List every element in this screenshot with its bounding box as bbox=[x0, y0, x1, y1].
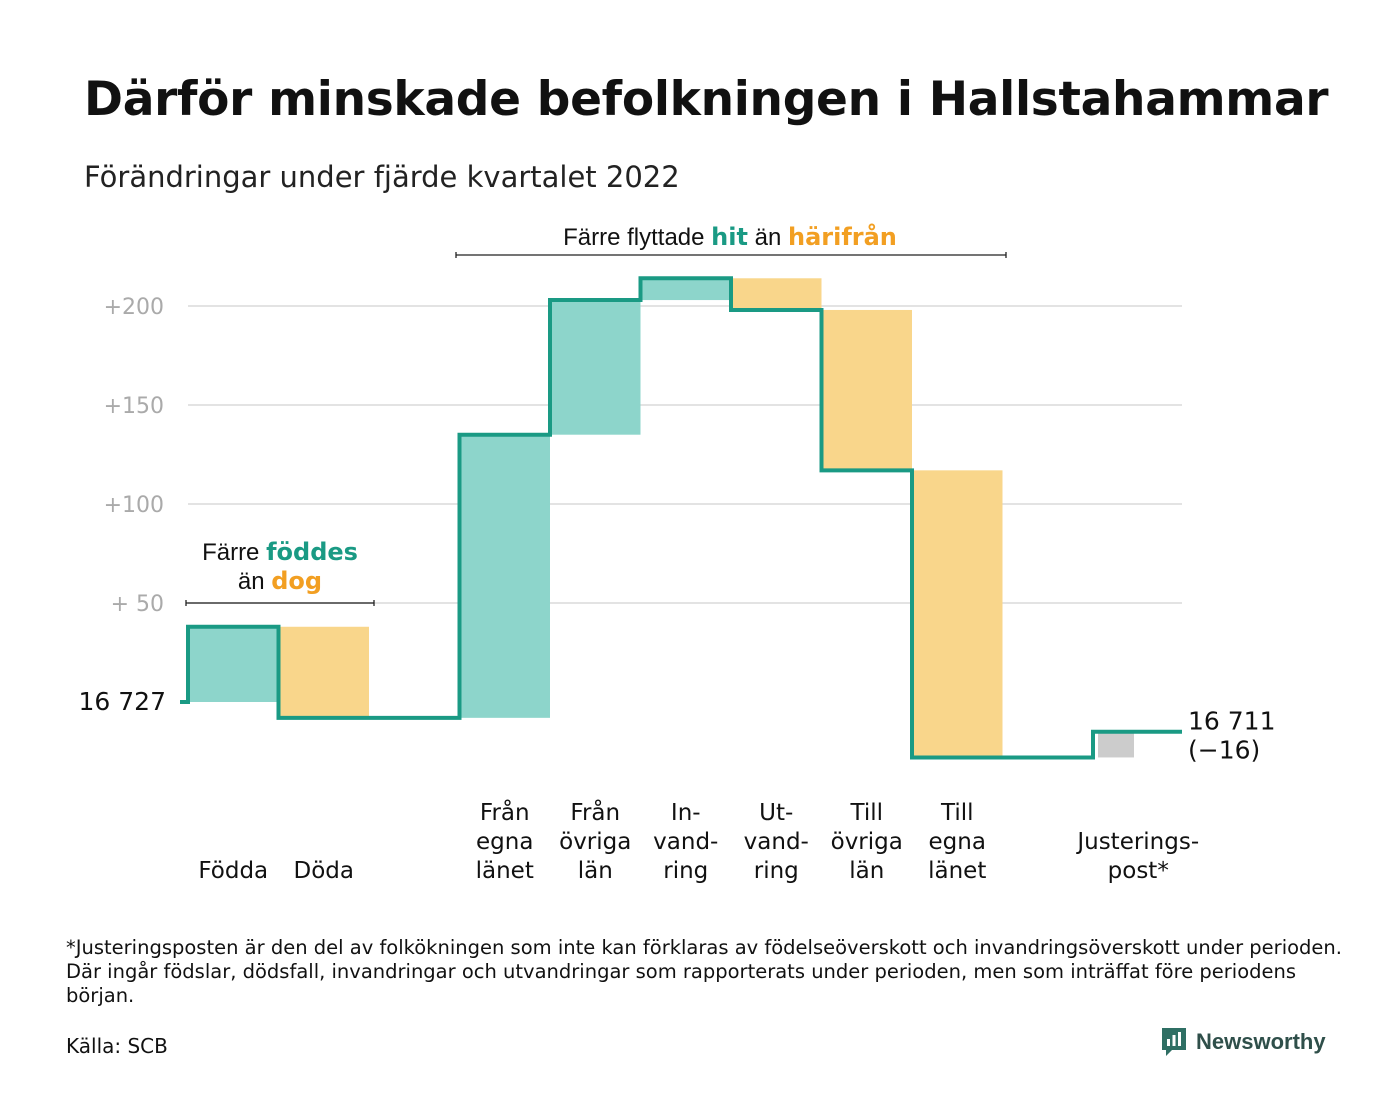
bar-increase bbox=[550, 300, 641, 435]
x-category-label: länet bbox=[476, 858, 534, 884]
annotation-births-deaths-line1: Färre föddes bbox=[202, 538, 358, 566]
x-category-label: vand- bbox=[744, 829, 809, 855]
waterfall-chart: +200 +150 +100 + 50 16 727 16 711(−16) Födda Dö… bbox=[79, 222, 1276, 884]
bar-increase bbox=[459, 434, 550, 718]
x-category-label: ring bbox=[663, 858, 708, 884]
bar-decrease bbox=[278, 626, 369, 718]
bar-decrease bbox=[731, 278, 822, 310]
y-tick-label: + 50 bbox=[111, 592, 164, 617]
x-category-label: Födda bbox=[198, 858, 268, 884]
brand-logo: Newsworthy bbox=[1160, 1026, 1326, 1058]
bar-increase bbox=[188, 626, 279, 702]
y-tick-label: +200 bbox=[104, 295, 164, 320]
bar-decrease bbox=[821, 309, 912, 471]
x-category-label: länet bbox=[928, 858, 986, 884]
chart-subtitle: Förändringar under fjärde kvartalet 2022 bbox=[84, 160, 680, 194]
annotation-migration: Färre flyttade hit än härifrån bbox=[563, 222, 897, 251]
bar-increase bbox=[640, 278, 731, 301]
newsworthy-logo-icon bbox=[1162, 1028, 1186, 1056]
x-category-label: Till bbox=[940, 800, 974, 826]
bar-adjustment bbox=[1098, 731, 1134, 758]
chart-title: Därför minskade befolkningen i Hallstaha… bbox=[84, 72, 1329, 127]
end-change-label: (−16) bbox=[1188, 736, 1260, 765]
footnote: *Justeringsposten är den del av folkökni… bbox=[66, 936, 1342, 1007]
x-category-label: In- bbox=[671, 800, 701, 826]
x-category-label: övriga bbox=[559, 829, 631, 855]
start-value-label: 16 727 bbox=[79, 687, 166, 716]
x-category-label: egna bbox=[929, 829, 986, 855]
end-value-label: 16 711 bbox=[1188, 707, 1275, 736]
y-tick-label: +100 bbox=[104, 493, 164, 518]
x-category-label: ring bbox=[754, 858, 799, 884]
annotation-births-deaths-line2: än dog bbox=[238, 567, 322, 595]
y-tick-label: +150 bbox=[104, 394, 164, 419]
x-category-label: Från bbox=[480, 798, 530, 826]
x-category-label: län bbox=[578, 858, 613, 884]
x-category-label: Justerings- bbox=[1075, 829, 1199, 855]
brand-name: Newsworthy bbox=[1196, 1029, 1326, 1054]
waterfall-step-line bbox=[180, 276, 1182, 760]
x-category-label: post* bbox=[1108, 858, 1169, 884]
x-category-label: län bbox=[849, 858, 884, 884]
x-category-label: Döda bbox=[294, 858, 354, 884]
x-category-label: egna bbox=[476, 829, 533, 855]
x-category-label: vand- bbox=[653, 829, 718, 855]
bar-decrease bbox=[912, 470, 1003, 758]
x-category-label: övriga bbox=[831, 829, 903, 855]
x-category-label: Till bbox=[849, 800, 883, 826]
x-category-label: Ut- bbox=[759, 800, 793, 826]
source-credit: Källa: SCB bbox=[66, 1034, 168, 1058]
x-category-label: Från bbox=[570, 798, 620, 826]
